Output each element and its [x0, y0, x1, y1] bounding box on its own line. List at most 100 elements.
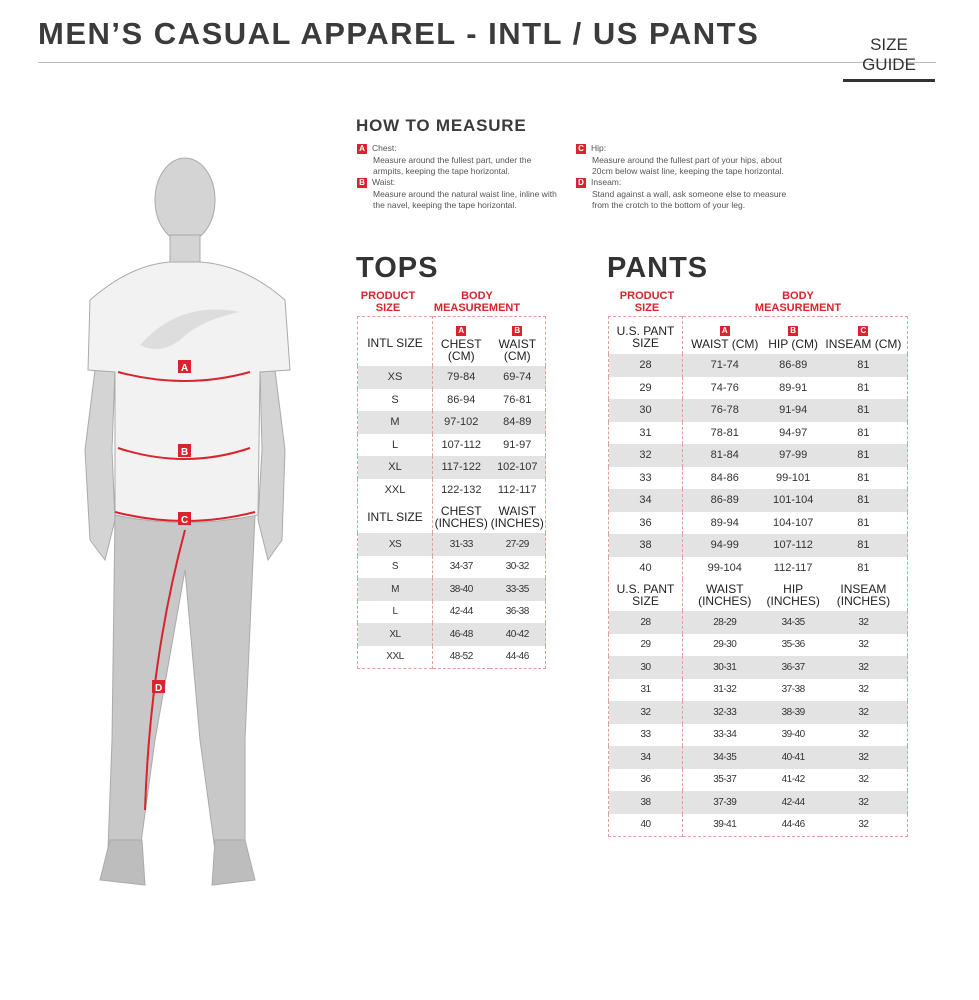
table-row: 38 94-99 107-112 81 [608, 534, 908, 557]
pants-cm-header-row: U.S. PANT SIZE A WAIST (CM) B HIP (CM) C INSEA… [608, 316, 908, 355]
table-cell: 78-81 [710, 426, 739, 439]
table-cell: 86-94 [447, 393, 476, 406]
table-cell: 37-39 [682, 791, 767, 814]
table-cell: 44-46 [781, 819, 806, 830]
table-cell: 39-41 [713, 819, 737, 830]
table-row: 28 71-74 86-89 81 [608, 354, 908, 377]
table-row: 36 89-94 104-107 81 [608, 511, 908, 534]
table-cell: 94-99 [682, 534, 767, 557]
table-row: M 97-102 84-89 [357, 411, 546, 434]
letter-badge: C [858, 326, 869, 336]
table-row: M 38-40 33-35 [357, 578, 546, 601]
table-row: S 34-37 30-32 [357, 555, 546, 578]
table-cell: 38-39 [766, 701, 820, 724]
column-header-text: U.S. PANT SIZE [616, 582, 675, 608]
table-cell: 81 [857, 516, 870, 529]
column-header-text: WAIST (CM) [498, 337, 537, 363]
table-cell: 112-117 [497, 483, 537, 496]
table-row: 33 33-34 39-40 32 [608, 723, 908, 746]
letter-badge: B [512, 326, 523, 336]
table-cell: M [357, 411, 433, 434]
column-header: INTL SIZE [357, 501, 433, 533]
table-cell: 32 [858, 729, 869, 741]
column-header: A CHEST (CM) [433, 317, 490, 367]
table-cell: 71-74 [682, 354, 767, 377]
table-row: S 86-94 76-81 [357, 388, 546, 411]
column-header-text: U.S. PANT SIZE [616, 323, 675, 350]
table-cell: 30 [608, 399, 683, 422]
pants-product-size-label: PRODUCT SIZE [619, 290, 675, 314]
table-row: 31 78-81 94-97 81 [608, 421, 908, 444]
measure-text: Stand against a wall, ask someone else t… [592, 188, 787, 211]
table-cell: 34-35 [682, 746, 767, 769]
letter-a-badge: A [357, 144, 367, 154]
tops-heading: TOPS [356, 252, 439, 284]
table-row: 40 39-41 44-46 32 [608, 813, 908, 836]
column-header: U.S. PANT SIZE [608, 579, 683, 611]
table-cell: 81 [819, 534, 908, 557]
column-header-text: HIP (INCHES) [766, 582, 820, 608]
table-row: 33 84-86 99-101 81 [608, 466, 908, 489]
tops-product-size-label: PRODUCT SIZE [360, 290, 416, 314]
table-cell: XL [357, 623, 433, 646]
tops-body-measurement-label: BODY MEASUREMENT [433, 290, 521, 314]
t-shirt [87, 261, 291, 523]
table-cell: 34 [608, 746, 683, 769]
table-cell: 81 [857, 426, 870, 439]
table-cell: 40-42 [489, 623, 546, 646]
table-cell: 42-44 [449, 606, 474, 618]
table-cell: 30-31 [682, 656, 767, 679]
pants-body-measurement-label: BODY MEASUREMENT [754, 290, 842, 314]
table-cell: 29 [608, 633, 683, 656]
letter-badge: A [719, 326, 730, 336]
table-cell: 41-42 [781, 774, 806, 786]
table-cell: 74-76 [710, 381, 739, 394]
table-cell: 91-94 [766, 399, 820, 422]
table-cell: 36 [608, 768, 683, 791]
table-cell: 81 [819, 354, 908, 377]
table-cell: 97-99 [766, 444, 820, 467]
table-cell: 40-41 [766, 746, 820, 769]
column-header-text: CHEST (CM) [440, 337, 482, 363]
letter-b-badge: B [357, 178, 367, 188]
table-cell: 32 [858, 774, 869, 786]
table-cell: 29 [608, 376, 683, 399]
table-row: 34 86-89 101-104 81 [608, 489, 908, 512]
table-cell: 28-29 [682, 611, 767, 634]
table-cell: 38-40 [432, 578, 490, 601]
column-header-text: CHEST (INCHES) [434, 504, 488, 530]
table-cell: 81-84 [682, 444, 767, 467]
letter-badge: A [456, 326, 467, 336]
column-header: U.S. PANT SIZE [608, 316, 683, 354]
table-cell: 33-34 [713, 729, 737, 741]
table-cell: 29-30 [713, 639, 737, 651]
table-cell: 27-29 [489, 533, 546, 556]
table-cell: 76-81 [503, 393, 532, 406]
table-cell: 35-37 [713, 774, 737, 786]
table-cell: 32 [858, 684, 869, 696]
table-row: 40 99-104 112-117 81 [608, 556, 908, 579]
measure-text: Measure around the natural waist line, i… [373, 188, 557, 211]
table-cell: 40 [608, 813, 683, 836]
table-cell: 31 [608, 678, 683, 701]
table-cell: XS [357, 366, 433, 389]
table-cell: L [357, 433, 433, 456]
table-cell: 81 [857, 471, 870, 484]
pants-size-table: U.S. PANT SIZE A WAIST (CM) B HIP (CM) C INSEA… [608, 316, 908, 837]
table-cell: 79-84 [432, 366, 490, 389]
table-row: XL 117-122 102-107 [357, 456, 546, 479]
table-cell: 46-48 [432, 623, 490, 646]
table-row: 32 81-84 97-99 81 [608, 444, 908, 467]
column-header: C INSEAM (CM) [820, 317, 908, 355]
table-cell: 32 [608, 701, 683, 724]
table-cell: 31 [608, 421, 683, 444]
table-row: 28 28-29 34-35 32 [608, 611, 908, 634]
table-row: XL 46-48 40-42 [357, 623, 546, 646]
measure-label: Waist: [372, 177, 396, 187]
table-cell: 97-102 [432, 411, 490, 434]
table-cell: L [357, 600, 433, 623]
table-cell: 34-37 [449, 561, 474, 573]
column-header-text: INTL SIZE [367, 510, 423, 524]
column-header: B WAIST (CM) [490, 317, 546, 367]
column-header-text: INSEAM (CM) [825, 337, 902, 351]
